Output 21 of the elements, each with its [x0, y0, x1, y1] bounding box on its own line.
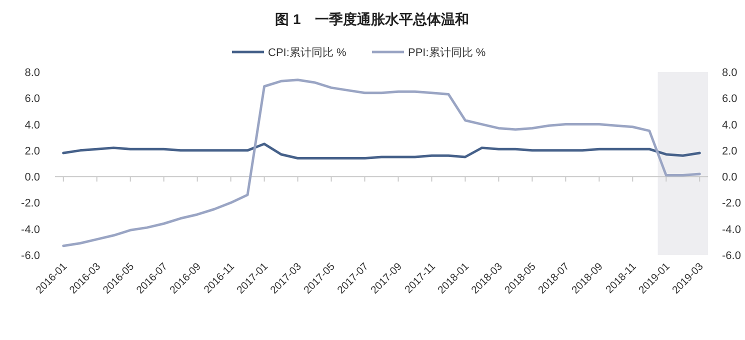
chart-title: 图 1 一季度通胀水平总体温和 [275, 11, 469, 27]
y2-tick-label: 6.0 [722, 93, 738, 106]
y2-tick-label: 0.0 [722, 172, 738, 184]
y-tick-label: 6.0 [24, 93, 40, 106]
y-tick-label: 0.0 [24, 172, 40, 184]
y2-tick-label: 4.0 [722, 119, 738, 132]
y-tick-label: 8.0 [24, 67, 40, 79]
legend-label: PPI:累计同比 % [408, 46, 486, 59]
y2-tick-label: 2.0 [722, 145, 738, 158]
legend-label: CPI:累计同比 % [268, 46, 346, 59]
y2-tick-label: -6.0 [722, 250, 741, 262]
line-series [62, 78, 701, 248]
y-tick-label: -2.0 [21, 198, 40, 210]
y-tick-label: 4.0 [24, 119, 40, 132]
line-series [62, 142, 701, 160]
y2-tick-label: -4.0 [722, 224, 741, 236]
y2-tick-label: -2.0 [722, 198, 741, 210]
y-tick-label: 2.0 [24, 145, 40, 158]
y-tick-label: -4.0 [21, 224, 40, 236]
y2-tick-label: 8.0 [722, 67, 738, 79]
y-tick-label: -6.0 [21, 250, 40, 262]
